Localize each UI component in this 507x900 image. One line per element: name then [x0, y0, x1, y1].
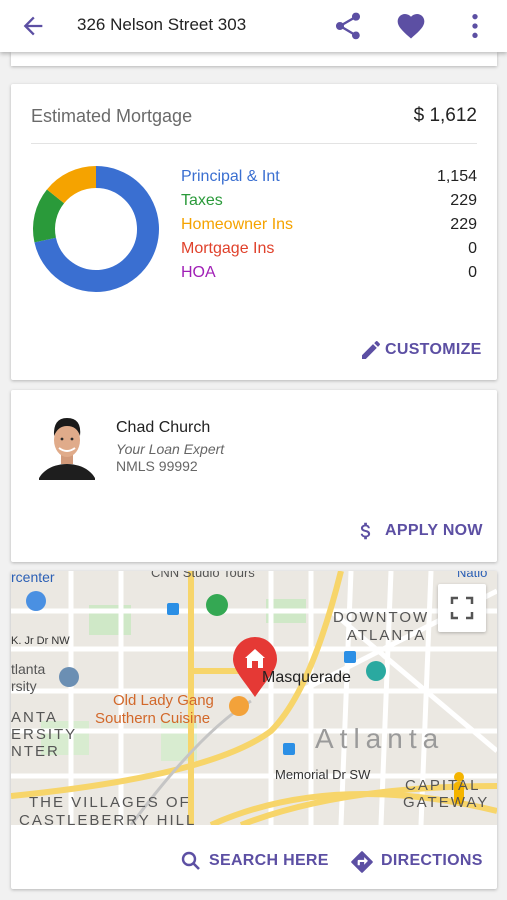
directions-icon	[351, 851, 373, 873]
search-icon	[181, 851, 200, 870]
customize-label: CUSTOMIZE	[385, 341, 482, 358]
search-here-label: SEARCH HERE	[209, 852, 329, 869]
map-label: GATEWAY	[403, 794, 490, 811]
breakdown-row: Homeowner Ins 229	[181, 216, 477, 238]
breakdown-row: Principal & Int 1,154	[181, 168, 477, 190]
mortgage-heading: Estimated Mortgage	[31, 106, 193, 126]
share-icon[interactable]	[332, 10, 364, 42]
dollar-icon	[360, 522, 371, 540]
apply-now-label: APPLY NOW	[385, 522, 483, 539]
map-label: rsity	[11, 678, 37, 694]
mortgage-donut-chart	[33, 166, 159, 292]
previous-card-edge	[11, 52, 497, 66]
agent-role: Your Loan Expert	[116, 441, 225, 457]
map-label: DOWNTOW	[333, 609, 430, 626]
pencil-icon	[362, 341, 380, 359]
map-label: CNN Studio Tours	[151, 571, 255, 580]
customize-button[interactable]: CUSTOMIZE	[359, 337, 481, 363]
mortgage-total: $ 1,612	[413, 105, 477, 126]
map-label: Memorial Dr SW	[275, 767, 371, 782]
agent-name: Chad Church	[116, 419, 211, 436]
more-vert-icon[interactable]	[459, 10, 491, 42]
divider	[31, 143, 477, 144]
map-view[interactable]: rcenter CNN Studio Tours Natio DOWNTOW A…	[11, 571, 497, 825]
breakdown-row: Mortgage Ins 0	[181, 240, 477, 262]
breakdown-label: Taxes	[181, 192, 223, 209]
breakdown-row: Taxes 229	[181, 192, 477, 214]
apply-now-button[interactable]: APPLY NOW	[355, 518, 483, 544]
map-label: Masquerade	[262, 669, 351, 686]
search-here-button[interactable]: SEARCH HERE	[179, 848, 328, 874]
breakdown-label: Homeowner Ins	[181, 216, 294, 233]
fullscreen-icon	[450, 596, 474, 620]
donut-slice	[46, 166, 97, 204]
map-label: Atlanta	[315, 723, 445, 754]
donut-slice	[34, 166, 159, 292]
map-label: ANTA	[11, 709, 58, 726]
arrow-back-icon[interactable]	[18, 12, 48, 40]
map-label: CAPITAL	[405, 777, 481, 794]
breakdown-value: 229	[450, 192, 477, 209]
map-label: tlanta	[11, 661, 46, 677]
mortgage-card: Estimated Mortgage $ 1,612 Principal & I…	[11, 84, 497, 380]
directions-button[interactable]: DIRECTIONS	[349, 848, 483, 874]
breakdown-label: HOA	[181, 264, 216, 281]
app-bar: 326 Nelson Street 303	[0, 0, 507, 52]
breakdown-label: Principal & Int	[181, 168, 280, 185]
loan-expert-card: Chad Church Your Loan Expert NMLS 99992 …	[11, 390, 497, 562]
map-card: rcenter CNN Studio Tours Natio DOWNTOW A…	[11, 571, 497, 889]
map-label: ATLANTA	[347, 627, 427, 644]
map-background	[11, 571, 497, 825]
map-label: THE VILLAGES OF	[29, 794, 191, 811]
page-title: 326 Nelson Street 303	[77, 15, 247, 34]
map-label: K. Jr Dr NW	[11, 635, 70, 647]
map-label: Old Lady Gang	[113, 692, 214, 709]
map-label: CASTLEBERRY HILL	[19, 812, 197, 825]
map-label: NTER	[11, 743, 60, 760]
map-label: Natio	[457, 571, 488, 580]
donut-slice	[33, 189, 65, 243]
map-label: ERSITY	[11, 726, 78, 743]
breakdown-row: HOA 0	[181, 264, 477, 286]
breakdown-value: 0	[468, 264, 477, 281]
directions-label: DIRECTIONS	[381, 852, 483, 869]
breakdown-value: 1,154	[436, 168, 477, 185]
avatar	[39, 418, 95, 480]
map-label: Southern Cuisine	[95, 710, 211, 727]
breakdown-label: Mortgage Ins	[181, 240, 275, 257]
breakdown-value: 229	[450, 216, 477, 233]
agent-nmls: NMLS 99992	[116, 458, 198, 474]
breakdown-value: 0	[468, 240, 477, 257]
map-label: rcenter	[11, 571, 55, 585]
heart-icon[interactable]	[395, 10, 427, 42]
fullscreen-button[interactable]	[438, 584, 486, 632]
